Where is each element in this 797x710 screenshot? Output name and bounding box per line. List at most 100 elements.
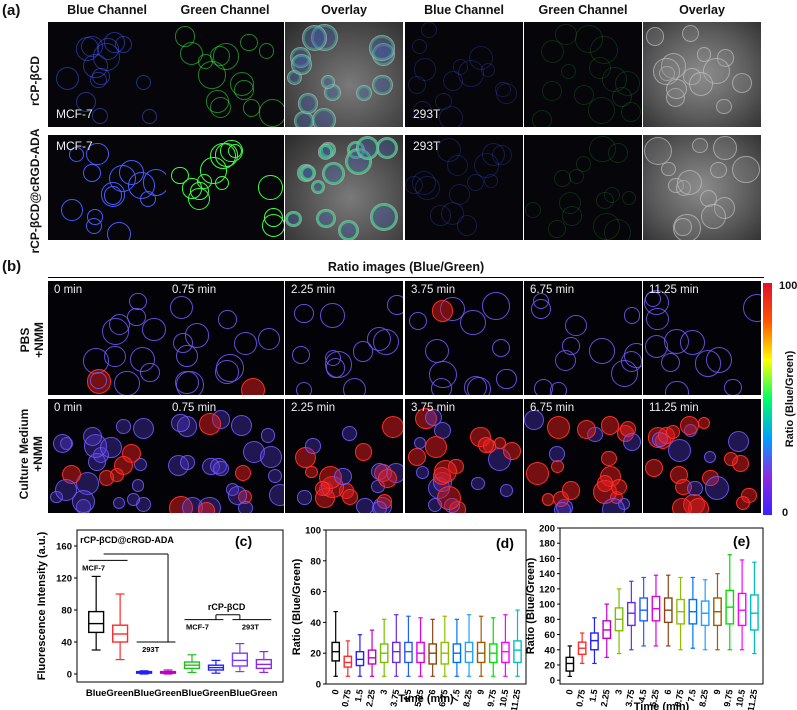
y-tick-label: 100 bbox=[539, 600, 555, 611]
micrograph-r1-c5 bbox=[643, 135, 761, 240]
panel-a-label: (a) bbox=[2, 2, 21, 19]
y-tick-label: 100 bbox=[305, 526, 321, 537]
cell bbox=[231, 415, 253, 437]
cell bbox=[540, 40, 565, 64]
cell bbox=[267, 468, 282, 484]
cell bbox=[425, 408, 443, 426]
cell bbox=[100, 182, 126, 207]
ratio-colorbar bbox=[763, 283, 772, 515]
cell bbox=[412, 101, 432, 121]
cell bbox=[551, 460, 565, 473]
cell bbox=[495, 83, 517, 104]
cell bbox=[438, 105, 464, 127]
cell bbox=[610, 479, 627, 496]
time-label: 2.25 min bbox=[291, 284, 336, 296]
cell bbox=[114, 371, 140, 395]
panel-b-row1-label: PBS +NMM bbox=[18, 322, 46, 358]
x-tick-label: Blue bbox=[134, 688, 155, 699]
ratio-images-title: Ratio images (Blue/Green) bbox=[327, 260, 485, 274]
cell bbox=[481, 142, 506, 167]
cell bbox=[692, 137, 708, 153]
x-tick-label: 3 bbox=[378, 689, 389, 696]
micrograph-r0-c3: 293T bbox=[405, 22, 523, 127]
x-axis-label: Time (min) bbox=[634, 701, 690, 710]
cell bbox=[342, 426, 358, 442]
micrograph-r0-c1 bbox=[166, 22, 284, 127]
cell bbox=[112, 496, 126, 510]
y-tick-label: 80 bbox=[61, 606, 72, 617]
cell bbox=[369, 202, 398, 231]
cell bbox=[547, 416, 571, 440]
x-tick-label: 7.5 bbox=[450, 689, 462, 703]
time-label: 0 min bbox=[54, 284, 83, 296]
time-label: 6.75 min bbox=[530, 402, 575, 414]
cell bbox=[140, 190, 157, 207]
x-tick-label: 9 bbox=[475, 689, 486, 696]
cell bbox=[612, 86, 633, 108]
cell bbox=[503, 442, 522, 461]
cell bbox=[216, 354, 244, 382]
channel-header-3: Blue Channel bbox=[424, 3, 504, 17]
cell bbox=[589, 135, 616, 162]
cell bbox=[742, 294, 761, 323]
y-tick-label: 20 bbox=[310, 649, 321, 660]
y-axis-label: Fluorescence Intensity (a.u.) bbox=[36, 531, 48, 680]
x-tick-label: 2.25 bbox=[364, 689, 377, 708]
cell-line-label: MCF-7 bbox=[56, 107, 93, 121]
cell bbox=[671, 498, 693, 513]
x-tick-label: 3 bbox=[613, 689, 624, 696]
cell bbox=[531, 109, 552, 127]
cell bbox=[596, 192, 614, 210]
x-tick-label: 7.5 bbox=[686, 689, 698, 703]
ratio-title-rule bbox=[48, 277, 764, 278]
micrograph-r0-c4 bbox=[524, 22, 642, 127]
ratio-image-r0-c1: 0.75 min bbox=[166, 281, 284, 395]
channel-header-0: Blue Channel bbox=[67, 3, 147, 17]
cell bbox=[732, 73, 753, 93]
cell bbox=[587, 96, 616, 125]
box-3 bbox=[159, 669, 177, 675]
cell bbox=[661, 161, 676, 176]
x-axis-label: Time (min) bbox=[398, 693, 454, 705]
cell bbox=[415, 465, 430, 480]
cell bbox=[132, 417, 155, 440]
cell bbox=[354, 442, 373, 461]
cell bbox=[242, 99, 261, 118]
cell bbox=[116, 419, 131, 434]
cell bbox=[558, 191, 581, 214]
cell bbox=[724, 378, 742, 395]
cell bbox=[228, 486, 247, 506]
x-tick-label: 1.5 bbox=[353, 689, 365, 703]
cell bbox=[140, 362, 160, 383]
box-1 bbox=[111, 593, 129, 661]
cell bbox=[104, 346, 126, 368]
cell bbox=[324, 351, 352, 378]
cell bbox=[372, 74, 393, 96]
time-label: 0.75 min bbox=[172, 284, 217, 296]
x-tick-label: 9 bbox=[712, 689, 723, 696]
y-tick-label: 160 bbox=[56, 542, 72, 553]
cell bbox=[405, 175, 423, 194]
cell bbox=[71, 489, 96, 513]
cell bbox=[343, 378, 367, 395]
cell bbox=[381, 415, 403, 439]
ratio-image-r1-c4: 6.75 min bbox=[524, 399, 642, 513]
cell bbox=[495, 368, 517, 390]
cell bbox=[686, 480, 703, 497]
panel-b-label: (b) bbox=[2, 258, 22, 275]
panel-a-row2-label: rCP-βCD@cRGD-ADA bbox=[28, 128, 42, 254]
cell bbox=[83, 53, 108, 79]
cell bbox=[269, 484, 284, 507]
micrograph-r1-c4 bbox=[524, 135, 642, 240]
cell bbox=[723, 451, 738, 466]
box-5 bbox=[626, 580, 636, 651]
cell-line-label: MCF-7 bbox=[56, 139, 93, 153]
cell bbox=[623, 432, 641, 451]
y-tick-label: 0 bbox=[316, 680, 321, 691]
x-tick-label: 6 bbox=[427, 689, 438, 696]
cell bbox=[600, 450, 617, 467]
cell bbox=[643, 289, 670, 315]
x-tick-label: 5.25 bbox=[413, 689, 426, 708]
y-tick-label: 160 bbox=[539, 554, 555, 565]
cell bbox=[218, 310, 237, 329]
